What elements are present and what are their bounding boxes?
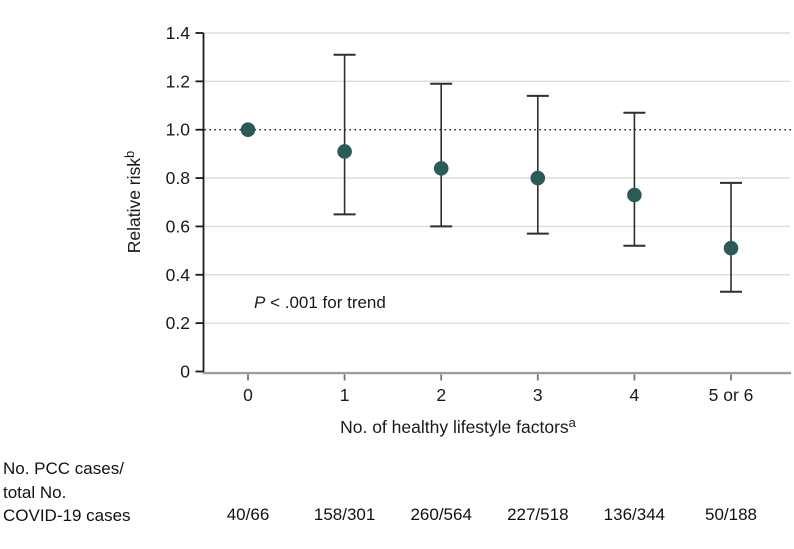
case-count-row-label-line: COVID-19 cases bbox=[3, 506, 131, 525]
case-count-row-label-line: No. PCC cases/ bbox=[3, 459, 124, 478]
data-point bbox=[530, 170, 546, 186]
case-count-value: 50/188 bbox=[705, 505, 757, 524]
x-tick-label: 2 bbox=[436, 385, 446, 405]
data-point bbox=[337, 144, 352, 159]
y-tick-label: 0.8 bbox=[166, 168, 190, 188]
data-point bbox=[240, 122, 256, 138]
y-tick-label: 1.4 bbox=[166, 23, 191, 43]
case-count-value: 40/66 bbox=[226, 505, 270, 524]
case-count-value: 158/301 bbox=[313, 505, 376, 524]
x-tick-label: 3 bbox=[533, 385, 543, 405]
y-tick-label: 0 bbox=[180, 362, 190, 382]
y-axis-title: Relative riskb bbox=[122, 151, 144, 254]
case-count-value: 260/564 bbox=[410, 505, 472, 524]
y-tick-label: 0.6 bbox=[166, 216, 190, 236]
x-tick-label: 1 bbox=[340, 385, 350, 405]
x-axis-title: No. of healthy lifestyle factorsa bbox=[340, 415, 577, 437]
p-value-annotation: P < .001 for trend bbox=[254, 293, 386, 312]
data-point bbox=[627, 187, 642, 203]
data-point bbox=[433, 161, 449, 176]
y-tick-label: 0.4 bbox=[166, 265, 191, 285]
x-tick-label: 0 bbox=[243, 385, 253, 405]
y-tick-label: 1.2 bbox=[166, 71, 190, 91]
y-tick-label: 0.2 bbox=[166, 313, 190, 333]
x-tick-label: 5 or 6 bbox=[709, 385, 754, 405]
case-count-row-label: No. PCC cases/ total No. COVID-19 cases bbox=[3, 457, 131, 528]
case-count-value: 227/518 bbox=[507, 505, 569, 524]
y-tick-label: 1.0 bbox=[166, 120, 191, 140]
case-count-value: 136/344 bbox=[603, 505, 666, 524]
case-count-row-label-line: total No. bbox=[3, 482, 67, 502]
data-point bbox=[723, 240, 739, 256]
x-tick-label: 4 bbox=[630, 385, 640, 405]
